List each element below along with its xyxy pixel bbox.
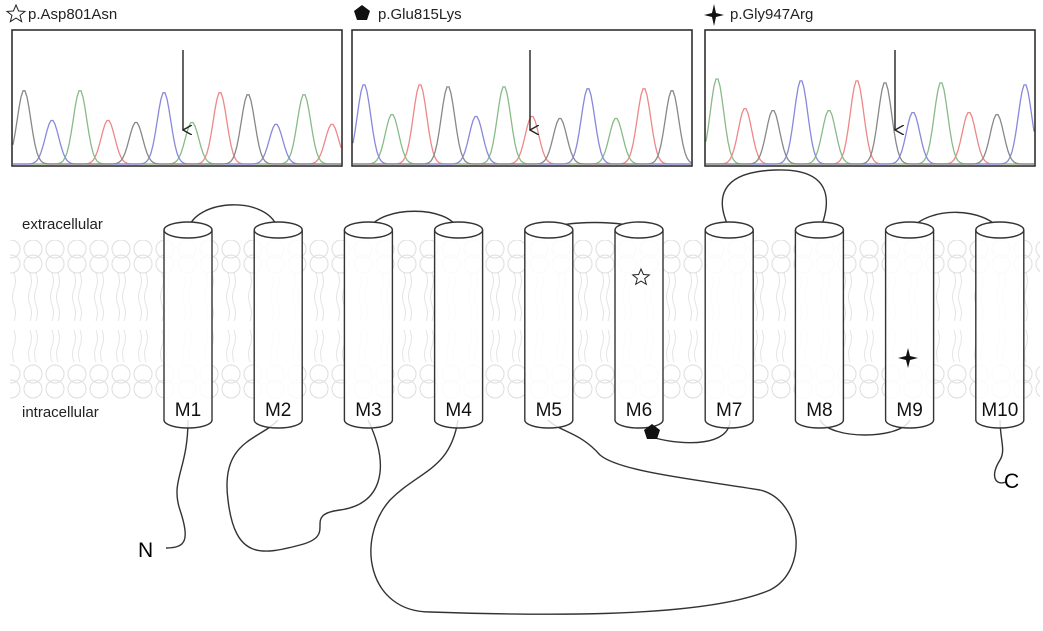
helix: M2 (253, 221, 303, 429)
panel-label: p.Asp801Asn (28, 6, 117, 23)
helix-label: M3 (355, 400, 381, 421)
helix-top (163, 221, 213, 239)
helix: M1 (163, 221, 213, 429)
helix: M8 (794, 221, 845, 429)
region-label: extracellular (22, 216, 103, 233)
pentagon-icon (644, 424, 660, 439)
helix-label: M8 (806, 400, 832, 421)
chromatogram-frame (351, 29, 693, 167)
helix: M7 (704, 221, 754, 429)
helix-label: M9 (896, 400, 922, 421)
helix: M10 (975, 221, 1025, 429)
pentagon-icon (354, 5, 370, 20)
helix-label: M2 (265, 400, 291, 421)
helix-label: M7 (716, 400, 742, 421)
helix: M3 (343, 221, 394, 429)
helix-label: M1 (175, 400, 201, 421)
helix: M6 (614, 221, 664, 429)
helix-body (794, 230, 845, 429)
trace (706, 80, 1034, 165)
star-icon (5, 3, 27, 23)
helix-top (433, 221, 484, 239)
trace (353, 84, 691, 165)
trace (12, 90, 341, 165)
chromatogram-frame (11, 29, 343, 167)
helix-top (794, 221, 845, 239)
trace (13, 90, 341, 165)
cross-icon (898, 348, 918, 368)
trace (353, 86, 692, 165)
helix: M4 (433, 221, 484, 429)
helix-body (884, 230, 935, 429)
trace (706, 80, 1035, 165)
trace (706, 82, 1034, 165)
terminus-label: C (1004, 470, 1019, 493)
helix: M9 (884, 221, 935, 429)
helix-body (163, 230, 213, 429)
helix-body (524, 230, 574, 429)
helix-top (253, 221, 303, 239)
chromatogram-frame (704, 29, 1036, 167)
star-icon (631, 267, 651, 286)
helix-body (975, 230, 1025, 429)
panel-label: p.Gly947Arg (730, 6, 813, 23)
helix-body (433, 230, 484, 429)
helix-body (343, 230, 394, 429)
helix-top (975, 221, 1025, 239)
trace (13, 92, 341, 165)
panel-label: p.Glu815Lys (378, 6, 462, 23)
helix-label: M5 (536, 400, 562, 421)
region-label: intracellular (22, 404, 99, 421)
helix-top (343, 221, 394, 239)
helix-body (614, 230, 664, 429)
cross-icon (704, 4, 724, 26)
trace (353, 86, 691, 165)
helix-top (884, 221, 935, 239)
helix-label: M6 (626, 400, 652, 421)
helix-body (253, 230, 303, 429)
helix-label: M10 (981, 400, 1018, 421)
helix-top (704, 221, 754, 239)
terminus-label: N (138, 539, 153, 562)
helix-label: M4 (445, 400, 472, 421)
helix-body (704, 230, 754, 429)
helix-top (614, 221, 664, 239)
helix: M5 (524, 221, 574, 429)
helix-top (524, 221, 574, 239)
